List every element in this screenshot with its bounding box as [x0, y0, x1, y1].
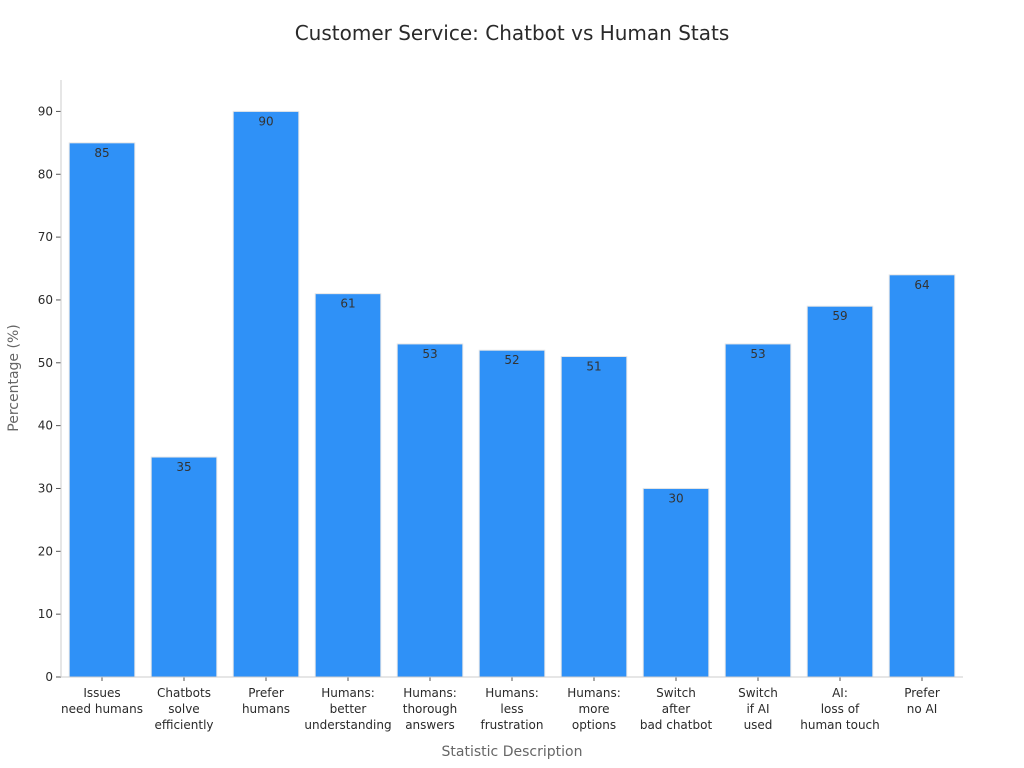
x-tick-label-line: better — [330, 702, 367, 716]
y-tick-label: 80 — [38, 167, 53, 181]
x-tick-label-line: no AI — [907, 702, 938, 716]
x-tick-label-line: less — [500, 702, 523, 716]
bar — [806, 305, 874, 678]
bar-value-label: 30 — [668, 491, 683, 505]
bar — [68, 142, 136, 678]
bar-value-label: 35 — [176, 460, 191, 474]
y-tick-label: 50 — [38, 356, 53, 370]
x-tick-label-line: human touch — [800, 718, 880, 732]
x-tick-label: Humans: more options — [567, 686, 621, 732]
x-tick-label: Humans: better understanding — [304, 686, 391, 732]
bar — [150, 456, 218, 678]
x-tick-label-line: humans — [242, 702, 290, 716]
bar-value-label: 53 — [750, 347, 765, 361]
x-tick-label-line: used — [744, 718, 773, 732]
x-tick-label-line: need humans — [61, 702, 143, 716]
x-axis-label: Statistic Description — [442, 744, 583, 760]
x-tick-label-line: frustration — [481, 718, 544, 732]
bar-value-label: 61 — [340, 297, 355, 311]
y-tick-label: 20 — [38, 544, 53, 558]
bar-value-label: 53 — [422, 347, 437, 361]
bar-value-label: 64 — [914, 278, 929, 292]
x-tick-label: Humans: less frustration — [481, 686, 544, 732]
x-tick-label: Prefer no AI — [904, 686, 940, 716]
bar-value-label: 52 — [504, 353, 519, 367]
y-tick-label: 10 — [38, 607, 53, 621]
bar-value-label: 51 — [586, 360, 601, 374]
x-tick-label-line: Switch — [656, 686, 696, 700]
y-tick-label: 30 — [38, 481, 53, 495]
y-tick-label: 90 — [38, 104, 53, 118]
y-axis-label: Percentage (%) — [6, 324, 22, 431]
x-tick-label-line: thorough — [403, 702, 458, 716]
x-tick-label-line: efficiently — [154, 718, 213, 732]
y-tick-label: 60 — [38, 293, 53, 307]
y-tick-label: 70 — [38, 230, 53, 244]
bar — [888, 274, 956, 678]
y-tick-label: 0 — [45, 670, 53, 684]
x-tick-label-line: understanding — [304, 718, 391, 732]
x-tick-label: Prefer humans — [242, 686, 290, 716]
x-tick-label-line: loss of — [821, 702, 860, 716]
x-tick-label-line: bad chatbot — [640, 718, 713, 732]
x-tick-label: Humans: thorough answers — [403, 686, 458, 732]
x-tick-label-line: Prefer — [248, 686, 284, 700]
bars-group: 85 35 90 61 53 52 51 30 53 59 64 — [68, 110, 956, 678]
x-tick-label-line: Prefer — [904, 686, 940, 700]
x-tick-label: Switch if AI used — [738, 686, 778, 732]
x-tick-label: AI: loss of human touch — [800, 686, 880, 732]
bar — [314, 293, 382, 678]
chart-title: Customer Service: Chatbot vs Human Stats — [295, 21, 730, 45]
x-tick-label-line: answers — [405, 718, 455, 732]
x-tick-label-line: Humans: — [403, 686, 457, 700]
bar-value-label: 85 — [94, 146, 109, 160]
x-tick-label-line: AI: — [832, 686, 848, 700]
bar-value-label: 90 — [258, 114, 273, 128]
bar — [560, 356, 628, 678]
x-tick-label: Switch after bad chatbot — [640, 686, 713, 732]
bar — [232, 110, 300, 678]
x-tick-label-line: if AI — [746, 702, 769, 716]
x-tick-label-line: Switch — [738, 686, 778, 700]
bar — [478, 349, 546, 678]
category-labels: Issues need humans Chatbots solve efficientl… — [61, 677, 940, 732]
y-tick-label: 40 — [38, 419, 53, 433]
bar-value-label: 59 — [832, 309, 847, 323]
x-tick-label: Chatbots solve efficiently — [154, 686, 213, 732]
bar — [396, 343, 464, 678]
x-tick-label-line: Humans: — [321, 686, 375, 700]
x-tick-label-line: Humans: — [567, 686, 621, 700]
x-tick-label-line: after — [662, 702, 690, 716]
x-tick-label-line: solve — [168, 702, 199, 716]
x-tick-label: Issues need humans — [61, 686, 143, 716]
x-tick-label-line: Chatbots — [157, 686, 211, 700]
x-tick-label-line: more — [578, 702, 609, 716]
x-tick-label-line: Humans: — [485, 686, 539, 700]
x-tick-label-line: Issues — [83, 686, 120, 700]
bar — [642, 487, 710, 678]
x-tick-label-line: options — [572, 718, 616, 732]
bar — [724, 343, 792, 678]
y-axis-ticks: 0 10 20 30 40 50 60 70 80 90 — [38, 104, 61, 684]
